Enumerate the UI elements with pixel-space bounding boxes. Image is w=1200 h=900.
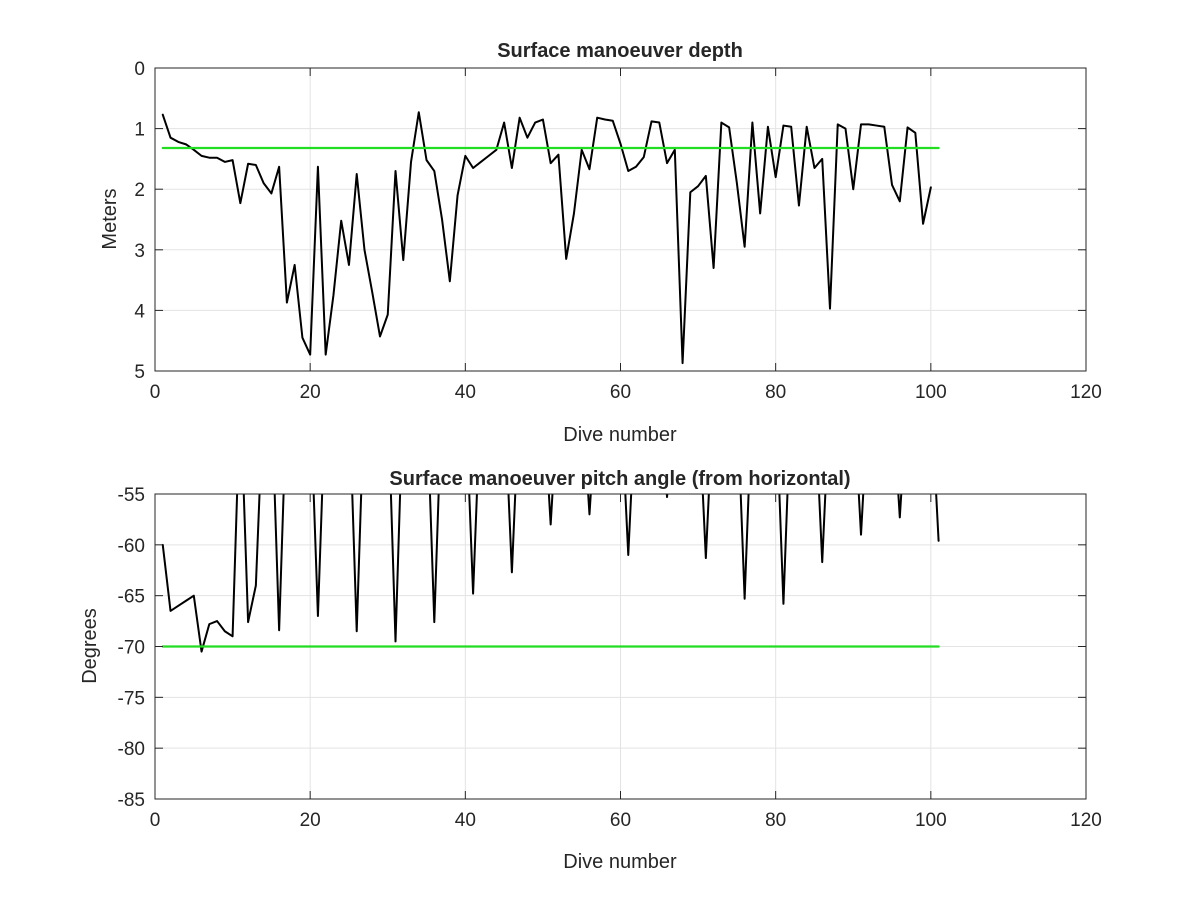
- depth-x-tick-label: 60: [610, 382, 631, 403]
- depth-y-tick-label: 0: [134, 59, 145, 80]
- depth-x-tick-label: 40: [455, 382, 476, 403]
- depth-chart-title: Surface manoeuver depth: [497, 40, 743, 62]
- pitch-y-tick-label: -60: [118, 536, 145, 557]
- depth-y-tick-label: 3: [134, 241, 145, 262]
- depth-x-axis-label: Dive number: [563, 424, 677, 446]
- pitch-x-tick-label: 0: [150, 810, 161, 831]
- pitch-axes: 0 20 40 60 80 100 120 -55 -60 -65 -70 -75 -80 -85 Sur…: [79, 468, 1102, 873]
- pitch-chart-title: Surface manoeuver pitch angle (from hori…: [389, 468, 850, 490]
- depth-series: [161, 111, 940, 365]
- depth-ticks: 0 20 40 60 80 100 120 0 1 2 3 4 5: [134, 59, 1101, 403]
- pitch-x-tick-label: 80: [765, 810, 786, 831]
- pitch-ticks: 0 20 40 60 80 100 120 -55 -60 -65 -70 -75 -80 -85: [118, 485, 1102, 831]
- pitch-x-tick-label: 120: [1070, 810, 1102, 831]
- pitch-x-tick-label: 40: [455, 810, 476, 831]
- pitch-series: [161, 494, 940, 653]
- pitch-y-axis-label: Degrees: [79, 608, 101, 684]
- pitch-x-tick-label: 60: [610, 810, 631, 831]
- pitch-y-tick-label: -55: [118, 485, 145, 506]
- depth-x-tick-label: 100: [915, 382, 947, 403]
- depth-x-tick-label: 20: [300, 382, 321, 403]
- depth-y-axis-label: Meters: [99, 188, 121, 249]
- pitch-y-tick-label: -75: [118, 688, 145, 709]
- pitch-x-tick-label: 20: [300, 810, 321, 831]
- pitch-y-tick-label: -65: [118, 587, 145, 608]
- depth-x-tick-label: 0: [150, 382, 161, 403]
- depth-y-tick-label: 1: [134, 120, 145, 141]
- depth-y-tick-label: 4: [134, 301, 145, 322]
- depth-y-tick-label: 2: [134, 180, 145, 201]
- depth-data-line: [161, 111, 932, 365]
- pitch-y-tick-label: -80: [118, 739, 145, 760]
- depth-axes: 0 20 40 60 80 100 120 0 1 2 3 4 5 Surface manoeuver …: [99, 40, 1102, 446]
- depth-x-tick-label: 120: [1070, 382, 1102, 403]
- depth-y-tick-label: 5: [134, 362, 145, 383]
- pitch-data-line: [161, 494, 940, 653]
- pitch-x-axis-label: Dive number: [563, 851, 677, 873]
- pitch-y-tick-label: -85: [118, 790, 145, 811]
- pitch-y-tick-label: -70: [118, 638, 145, 659]
- pitch-x-tick-label: 100: [915, 810, 947, 831]
- depth-x-tick-label: 80: [765, 382, 786, 403]
